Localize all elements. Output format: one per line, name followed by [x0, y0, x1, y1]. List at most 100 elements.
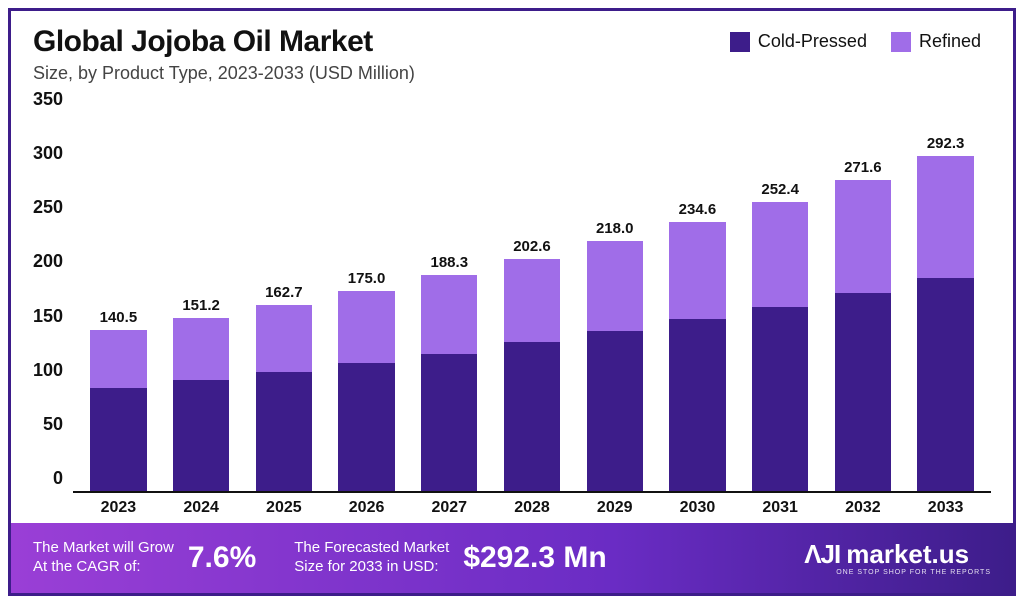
legend-item-cold-pressed: Cold-Pressed	[730, 31, 867, 52]
title-block: Global Jojoba Oil Market Size, by Produc…	[33, 25, 415, 84]
bar-stack	[256, 305, 312, 491]
bar-segment-refined	[338, 291, 394, 363]
y-tick-label: 100	[33, 361, 63, 379]
bar-stack	[421, 275, 477, 491]
footer-forecast: The Forecasted MarketSize for 2033 in US…	[294, 539, 606, 577]
chart-subtitle: Size, by Product Type, 2023-2033 (USD Mi…	[33, 63, 415, 84]
x-tick-label: 2029	[573, 499, 656, 517]
x-tick-label: 2023	[77, 499, 160, 517]
legend-label: Refined	[919, 31, 981, 52]
bar-segment-cold-pressed	[752, 307, 808, 491]
bar-segment-refined	[587, 241, 643, 330]
y-tick-label: 300	[33, 144, 63, 162]
bar-segment-cold-pressed	[90, 388, 146, 491]
x-axis: 2023202420252026202720282029203020312032…	[73, 493, 991, 517]
chart-card: Global Jojoba Oil Market Size, by Produc…	[8, 8, 1016, 596]
bar-segment-cold-pressed	[338, 363, 394, 491]
bar-column: 234.6	[656, 90, 739, 491]
bar-segment-refined	[504, 259, 560, 342]
bar-total-label: 175.0	[348, 270, 386, 287]
bar-segment-cold-pressed	[256, 372, 312, 491]
bar-segment-cold-pressed	[669, 319, 725, 491]
bar-segment-cold-pressed	[173, 380, 229, 491]
bar-column: 188.3	[408, 90, 491, 491]
bar-total-label: 151.2	[182, 297, 220, 314]
bar-segment-refined	[917, 156, 973, 278]
bar-total-label: 140.5	[100, 309, 138, 326]
bar-total-label: 218.0	[596, 220, 634, 237]
bar-total-label: 252.4	[761, 181, 799, 198]
footer-forecast-label: The Forecasted MarketSize for 2033 in US…	[294, 539, 449, 577]
y-tick-label: 350	[33, 90, 63, 108]
bar-segment-cold-pressed	[587, 331, 643, 491]
legend-swatch-refined	[891, 32, 911, 52]
footer-banner: The Market will GrowAt the CAGR of: 7.6%…	[11, 523, 1013, 593]
footer-logo: ɅJI market.us ONE STOP SHOP FOR THE REPO…	[804, 541, 991, 576]
x-tick-label: 2028	[491, 499, 574, 517]
bar-column: 175.0	[325, 90, 408, 491]
y-tick-label: 150	[33, 307, 63, 325]
bar-total-label: 271.6	[844, 159, 882, 176]
bar-segment-refined	[835, 180, 891, 293]
bar-stack	[90, 330, 146, 491]
bar-segment-refined	[173, 318, 229, 380]
bar-segment-refined	[669, 222, 725, 319]
chart-title: Global Jojoba Oil Market	[33, 25, 415, 59]
x-tick-label: 2027	[408, 499, 491, 517]
bar-column: 140.5	[77, 90, 160, 491]
y-tick-label: 0	[53, 469, 63, 487]
logo-text: market.us	[846, 541, 969, 567]
bar-stack	[587, 241, 643, 491]
legend-swatch-cold-pressed	[730, 32, 750, 52]
bar-segment-cold-pressed	[504, 342, 560, 491]
y-tick-label: 50	[43, 415, 63, 433]
x-tick-label: 2030	[656, 499, 739, 517]
bar-segment-refined	[90, 330, 146, 388]
bar-stack	[835, 180, 891, 491]
bar-total-label: 162.7	[265, 284, 303, 301]
bar-column: 218.0	[573, 90, 656, 491]
bar-column: 252.4	[739, 90, 822, 491]
bar-stack	[504, 259, 560, 491]
bar-stack	[338, 291, 394, 492]
footer-cagr-label: The Market will GrowAt the CAGR of:	[33, 539, 174, 577]
bar-stack	[669, 222, 725, 491]
bar-total-label: 188.3	[431, 254, 469, 271]
plot-column: 140.5 151.2 162.7 175.0 188.3 202.6 218.0 234.6…	[73, 90, 991, 517]
x-tick-label: 2026	[325, 499, 408, 517]
legend: Cold-Pressed Refined	[730, 31, 981, 52]
bar-stack	[752, 202, 808, 491]
y-axis: 350 300 250 200 150 100 50 0	[33, 90, 73, 517]
bar-column: 202.6	[491, 90, 574, 491]
bar-total-label: 292.3	[927, 135, 965, 152]
footer-forecast-value: $292.3 Mn	[463, 541, 606, 575]
bar-segment-refined	[421, 275, 477, 353]
x-tick-label: 2031	[739, 499, 822, 517]
y-tick-label: 250	[33, 198, 63, 216]
bar-segment-refined	[256, 305, 312, 372]
bar-stack	[173, 318, 229, 491]
chart-area: 350 300 250 200 150 100 50 0 140.5 151.2 162.7 175…	[33, 90, 991, 517]
chart-content: Global Jojoba Oil Market Size, by Produc…	[11, 11, 1013, 523]
plot: 140.5 151.2 162.7 175.0 188.3 202.6 218.0 234.6…	[73, 90, 991, 493]
bar-segment-cold-pressed	[917, 278, 973, 491]
x-tick-label: 2024	[160, 499, 243, 517]
bar-segment-cold-pressed	[421, 354, 477, 491]
bar-column: 271.6	[822, 90, 905, 491]
header-row: Global Jojoba Oil Market Size, by Produc…	[33, 25, 991, 84]
footer-cagr-value: 7.6%	[188, 541, 256, 575]
bar-column: 151.2	[160, 90, 243, 491]
bar-total-label: 202.6	[513, 238, 551, 255]
y-tick-label: 200	[33, 252, 63, 270]
bar-total-label: 234.6	[679, 201, 717, 218]
bar-segment-cold-pressed	[835, 293, 891, 491]
bar-column: 292.3	[904, 90, 987, 491]
bar-stack	[917, 156, 973, 491]
logo-subtext: ONE STOP SHOP FOR THE REPORTS	[836, 569, 991, 576]
x-tick-label: 2033	[904, 499, 987, 517]
bar-column: 162.7	[242, 90, 325, 491]
footer-cagr: The Market will GrowAt the CAGR of: 7.6%	[33, 539, 256, 577]
logo-mark-icon: ɅJI	[804, 541, 840, 567]
x-tick-label: 2032	[822, 499, 905, 517]
legend-label: Cold-Pressed	[758, 31, 867, 52]
